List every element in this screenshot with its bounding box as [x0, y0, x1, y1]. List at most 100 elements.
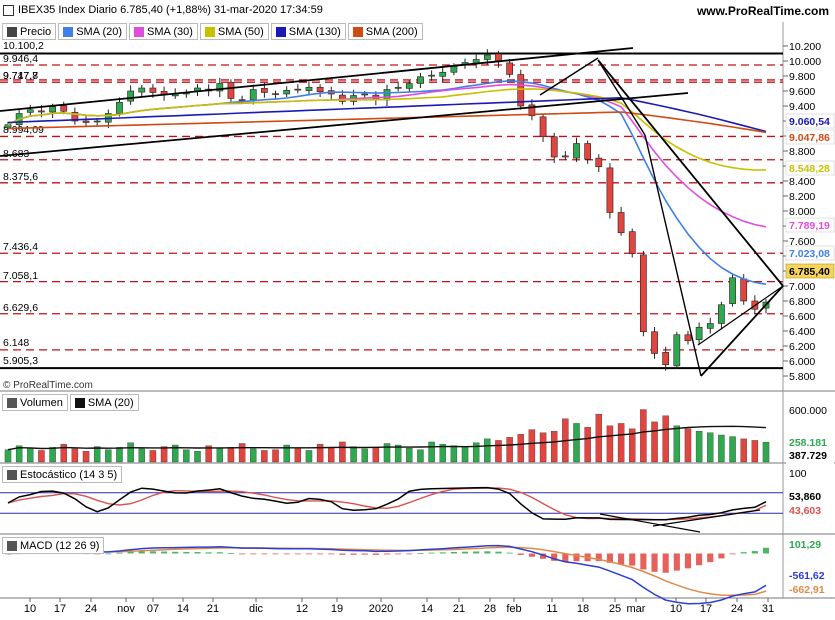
y-tick-label: 6.200: [789, 341, 815, 353]
macd-histogram-bar: [428, 552, 435, 554]
volume-bar: [127, 442, 134, 463]
candle-body: [116, 101, 123, 114]
candle-body: [606, 167, 614, 213]
macd-line: [7, 544, 767, 605]
triangle-lower-line: [700, 285, 784, 377]
candle-body: [573, 143, 580, 159]
volume-bar: [328, 447, 335, 463]
legend-swatch: [74, 397, 85, 408]
chart-background: [0, 22, 835, 620]
website-label: www.ProRealTime.com: [696, 4, 829, 18]
candle-body: [93, 120, 101, 123]
volume-bar: [261, 450, 268, 463]
macd-histogram-bar: [105, 553, 112, 555]
level-label: 9.747,8: [3, 70, 38, 82]
level-label: 6.629,6: [3, 302, 38, 314]
volume-legend-item[interactable]: SMA (20): [69, 394, 139, 411]
candle-body: [4, 124, 12, 129]
legend-label: SMA (200): [365, 25, 418, 38]
volume-bar: [718, 434, 725, 463]
macd-histogram-bar: [551, 553, 558, 561]
volume-bar: [584, 427, 591, 463]
x-tick-label: 24: [731, 603, 743, 615]
macd-histogram-bar: [406, 553, 413, 555]
macd-histogram-bar: [640, 553, 647, 570]
volume-bar: [528, 429, 536, 463]
macd-histogram-bar: [339, 553, 346, 555]
x-tick-label: 18: [577, 603, 589, 615]
macd-histogram-bar: [684, 553, 692, 569]
macd-histogram-bar: [172, 551, 179, 554]
volume-bar: [383, 443, 391, 463]
x-tick-label: nov: [117, 603, 135, 615]
volume-bar: [762, 441, 770, 463]
volume-bar: [27, 447, 34, 463]
candle-body: [561, 155, 569, 158]
stoch-trend-line: [652, 509, 761, 527]
macd-histogram-bar: [305, 553, 313, 555]
level-label: 8.375,6: [3, 171, 38, 183]
volume-bar: [149, 450, 157, 463]
price-legend: Precio SMA (20) SMA (30) SMA (50) SMA (130) S…: [2, 23, 425, 40]
volume-bar: [171, 444, 179, 463]
volume-bar: [617, 423, 625, 463]
volume-bar: [406, 447, 413, 463]
price-legend-item[interactable]: SMA (20): [58, 23, 128, 40]
trend-channel-lower: [0, 92, 689, 157]
candle-body: [417, 76, 424, 84]
triangle-support-line: [697, 285, 784, 346]
macd-histogram-bar: [528, 553, 535, 557]
macd-histogram-bar: [495, 551, 502, 554]
candle-body: [506, 62, 513, 75]
candle-body: [718, 304, 725, 324]
candle-body: [740, 278, 748, 302]
macd-histogram-bar: [651, 553, 658, 572]
legend-label: SMA (130): [288, 25, 341, 38]
macd-histogram-bar: [383, 553, 391, 555]
sma-200-line: [7, 111, 767, 134]
candle-body: [651, 331, 658, 354]
candle-body: [539, 116, 547, 138]
volume-bar: [38, 450, 45, 463]
volume-bar: [227, 447, 235, 463]
header-checkbox[interactable]: [3, 4, 14, 16]
sma-130-line: [7, 96, 767, 133]
x-tick-label: mar: [627, 603, 646, 615]
price-legend-item[interactable]: SMA (200): [347, 23, 423, 40]
volume-bar: [439, 444, 446, 463]
candle-body: [706, 323, 714, 329]
volume-bar: [595, 414, 603, 463]
level-label: 8.994,09: [3, 124, 44, 136]
legend-swatch: [352, 26, 363, 37]
macd-signal-label: -662,91: [789, 584, 825, 596]
volume-bar: [71, 448, 79, 463]
macd-histogram-bar: [183, 551, 190, 554]
macd-legend-item[interactable]: MACD (12 26 9): [2, 537, 105, 554]
volume-legend-item[interactable]: Volumen: [2, 394, 68, 411]
candle-body: [428, 74, 435, 77]
x-tick-label: 19: [331, 603, 343, 615]
macd-histogram-bar: [740, 552, 747, 554]
price-legend-item[interactable]: Precio: [2, 23, 57, 40]
level-label: 9.717,7: [3, 70, 38, 82]
macd-histogram-bar: [138, 551, 145, 554]
price-legend-item[interactable]: SMA (30): [129, 23, 198, 40]
candle-body: [662, 352, 670, 366]
legend-swatch: [204, 26, 215, 37]
volume-bar: [517, 434, 524, 463]
stochastic-legend-item[interactable]: Estocástico (14 3 5): [2, 466, 123, 483]
volume-bar: [283, 444, 290, 463]
macd-histogram-bar: [606, 553, 614, 563]
value-badge-label: 6.785,40: [789, 266, 830, 278]
volume-bar: [450, 445, 458, 463]
price-legend-item[interactable]: SMA (50): [199, 23, 269, 40]
x-tick-label: 2020: [369, 603, 393, 615]
volume-bar: [506, 437, 513, 463]
price-legend-item[interactable]: SMA (130): [270, 23, 346, 40]
candle-body: [71, 112, 79, 122]
volume-bar: [294, 447, 302, 463]
volume-bar: [4, 449, 12, 463]
y-tick-label: 5.800: [789, 371, 815, 383]
volume-bar: [82, 451, 90, 463]
macd-histogram-bar: [350, 553, 357, 555]
